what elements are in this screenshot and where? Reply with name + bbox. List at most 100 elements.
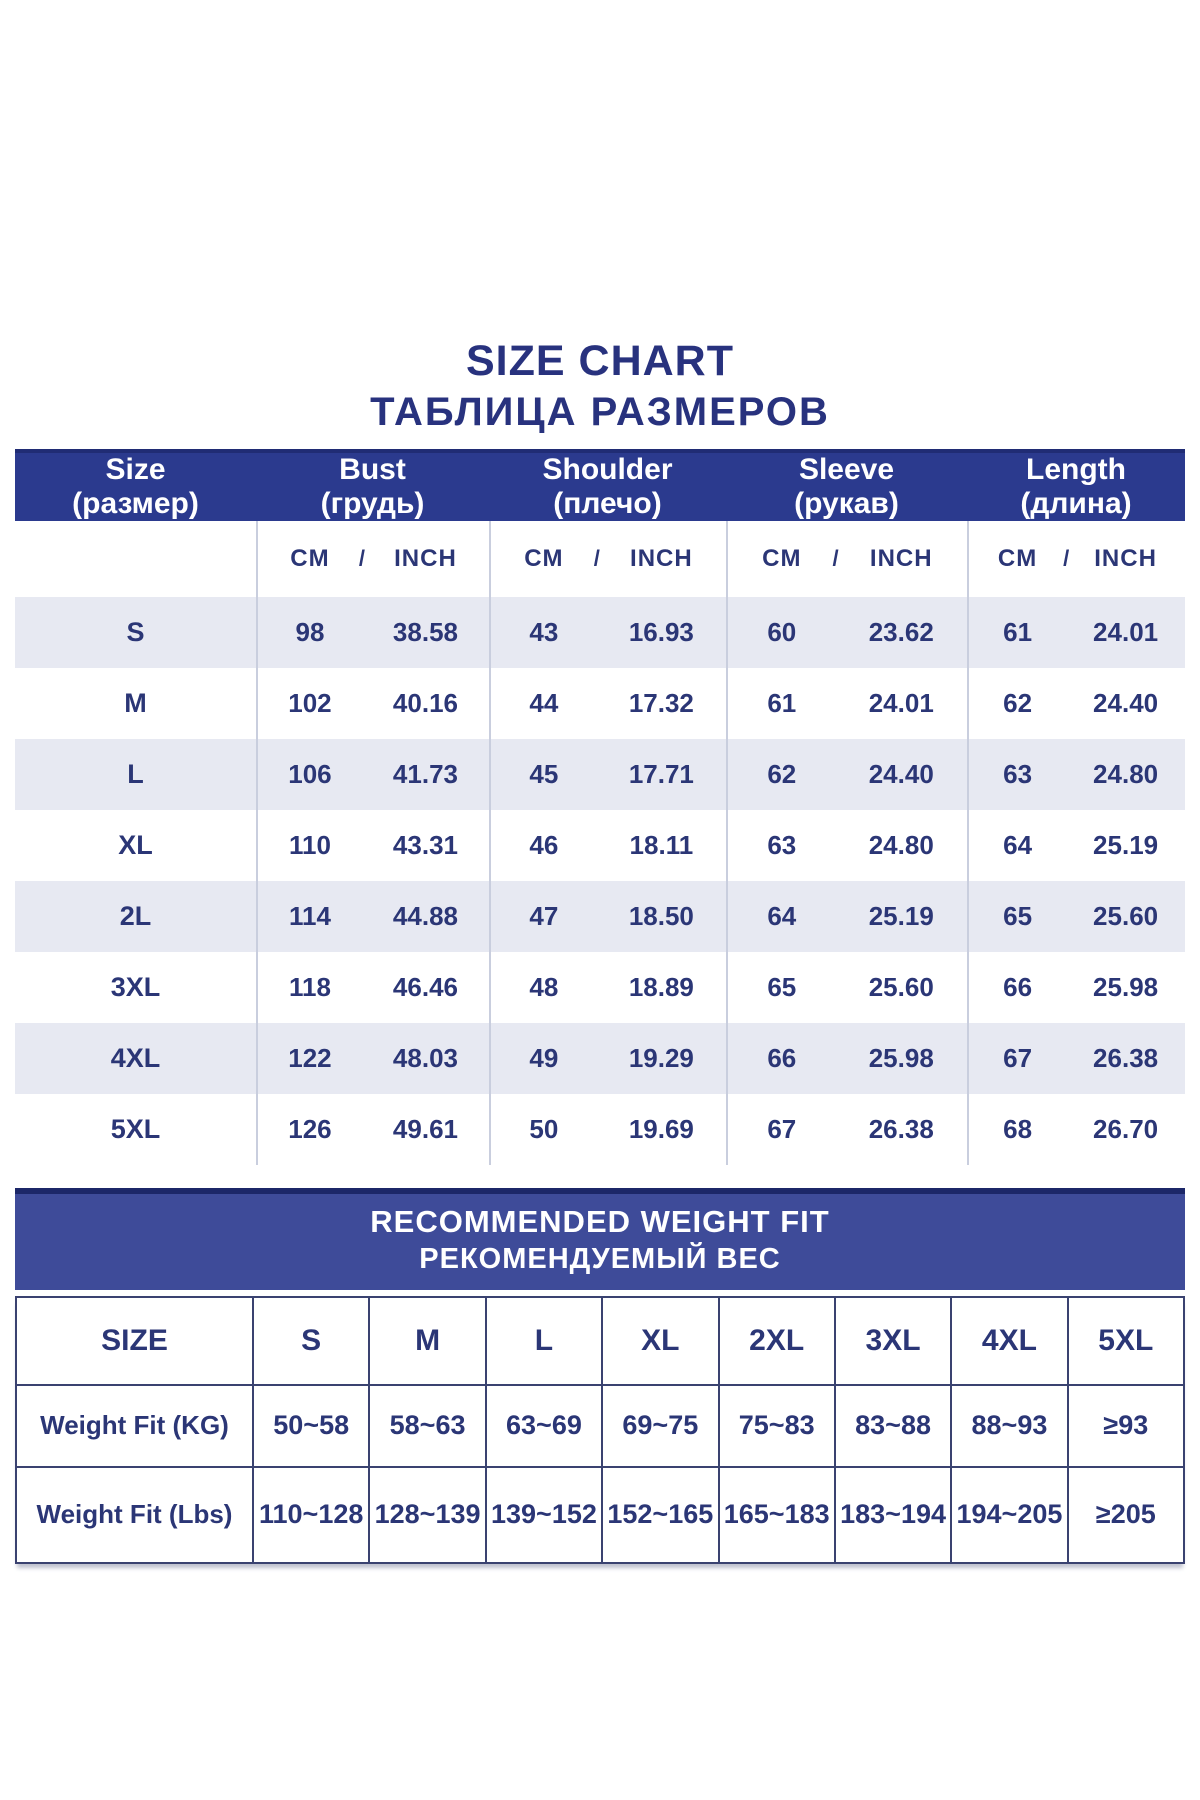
size-table: Size (размер) Bust (грудь) Shoulder (плечо) Sl…: [15, 449, 1185, 1165]
measure-group: 46 18.11: [489, 810, 726, 881]
value-cm: 66: [1003, 972, 1033, 1002]
weight-header-cell: S: [251, 1295, 371, 1386]
value-cm: 63: [767, 830, 797, 860]
value-inch: 24.01: [1093, 617, 1159, 647]
unit-divider: /: [593, 545, 600, 571]
measure-group: 47 18.50: [489, 881, 726, 952]
value-inch: 24.01: [868, 688, 934, 718]
column-label-en: Size: [105, 453, 166, 487]
value-cm: 110: [288, 830, 331, 860]
measure-group: 65 25.60: [726, 952, 967, 1023]
value-cm: 48: [529, 972, 559, 1002]
value-inch: 24.80: [868, 830, 934, 860]
size-table-row: XL 110 43.31 46 18.11 63 24.80 64 25.19: [15, 810, 1185, 881]
value-inch: 41.73: [392, 759, 458, 789]
value-cm: 44: [529, 688, 559, 718]
measure-group: 62 24.40: [967, 668, 1185, 739]
measure-group: 44 17.32: [489, 668, 726, 739]
value-inch: 26.38: [1093, 1043, 1159, 1073]
value-inch: 18.50: [628, 901, 694, 931]
measure-group: 60 23.62: [726, 597, 967, 668]
measure-group: 114 44.88: [256, 881, 489, 952]
unit-row-spacer: [15, 521, 256, 597]
weight-value: 75~83: [717, 1383, 836, 1468]
weight-value: 110~128: [251, 1465, 371, 1564]
measure-group: 50 19.69: [489, 1094, 726, 1165]
measure-group: 48 18.89: [489, 952, 726, 1023]
value-cm: 62: [767, 759, 797, 789]
weight-value: 139~152: [484, 1465, 604, 1564]
value-cm: 67: [1003, 1043, 1033, 1073]
size-table-column-header: Bust (грудь): [256, 453, 489, 520]
weight-value: 194~205: [950, 1465, 1069, 1564]
value-inch: 49.61: [392, 1114, 458, 1144]
size-table-column-header: Shoulder (плечо): [489, 453, 726, 520]
value-inch: 19.29: [628, 1043, 694, 1073]
weight-value: 69~75: [601, 1383, 720, 1468]
value-inch: 18.11: [629, 830, 694, 860]
value-cm: 106: [288, 759, 332, 789]
weight-table: SIZE S M L XL 2XL 3XL 4XL 5XL Weight Fit (KG) 50~…: [15, 1295, 1186, 1564]
weight-header-cell: 4XL: [950, 1295, 1069, 1386]
unit-inch-label: INCH: [869, 545, 933, 572]
unit-divider: /: [358, 545, 365, 571]
value-cm: 45: [529, 759, 559, 789]
weight-header-cell: XL: [601, 1295, 720, 1386]
weight-header-cell: L: [484, 1295, 604, 1386]
value-inch: 26.70: [1093, 1114, 1159, 1144]
weight-banner: RECOMMENDED WEIGHT FIT РЕКОМЕНДУЕМЫЙ ВЕС: [15, 1188, 1185, 1290]
measure-group: 66 25.98: [967, 952, 1185, 1023]
value-inch: 23.62: [868, 617, 934, 647]
weight-table-header-row: SIZE S M L XL 2XL 3XL 4XL 5XL: [15, 1295, 1186, 1386]
value-cm: 47: [529, 901, 559, 931]
size-table-row: M 102 40.16 44 17.32 61 24.01 62 24.40: [15, 668, 1185, 739]
value-inch: 44.88: [392, 901, 458, 931]
value-inch: 38.58: [392, 617, 458, 647]
measure-group: 43 16.93: [489, 597, 726, 668]
value-inch: 26.38: [868, 1114, 934, 1144]
weight-row-label: Weight Fit (Lbs): [15, 1465, 254, 1564]
measure-group: 110 43.31: [256, 810, 489, 881]
weight-header-cell: 3XL: [833, 1295, 953, 1386]
value-inch: 19.69: [628, 1114, 694, 1144]
weight-table-row: Weight Fit (Lbs) 110~128 128~139 139~152 152…: [15, 1465, 1186, 1564]
column-label-ru: (грудь): [320, 487, 425, 520]
value-inch: 48.03: [392, 1043, 458, 1073]
column-label-ru: (длина): [1020, 487, 1132, 520]
value-cm: 122: [288, 1043, 332, 1073]
column-label-ru: (размер): [72, 487, 199, 520]
size-label: 4XL: [110, 1043, 161, 1073]
measure-group: 118 46.46: [256, 952, 489, 1023]
value-cm: 63: [1003, 759, 1033, 789]
value-inch: 24.80: [1093, 759, 1159, 789]
value-cm: 114: [288, 901, 331, 931]
value-cm: 61: [767, 688, 797, 718]
column-label-en: Shoulder: [542, 453, 673, 487]
size-table-row: 3XL 118 46.46 48 18.89 65 25.60 66 25.98: [15, 952, 1185, 1023]
measure-group: 98 38.58: [256, 597, 489, 668]
page-title: SIZE CHART: [466, 337, 734, 385]
size-table-row: S 98 38.58 43 16.93 60 23.62 61 24.01: [15, 597, 1185, 668]
weight-header-cell: 2XL: [717, 1295, 836, 1386]
size-label: 5XL: [110, 1114, 161, 1144]
banner-title-ru: РЕКОМЕНДУЕМЫЙ ВЕС: [419, 1243, 781, 1276]
size-label: 3XL: [110, 972, 161, 1002]
unit-cm-label: CM: [524, 545, 564, 572]
unit-header-group: CM INCH /: [256, 521, 489, 597]
unit-divider: /: [832, 545, 839, 571]
weight-value: 83~88: [833, 1383, 953, 1468]
value-inch: 25.60: [868, 972, 934, 1002]
measure-group: 61 24.01: [726, 668, 967, 739]
measure-group: 63 24.80: [967, 739, 1185, 810]
size-table-column-header: Sleeve (рукав): [726, 453, 967, 520]
value-inch: 25.98: [1093, 972, 1159, 1002]
value-cm: 43: [529, 617, 559, 647]
measure-group: 45 17.71: [489, 739, 726, 810]
size-table-column-header: Length (длина): [967, 453, 1185, 520]
value-cm: 126: [288, 1114, 332, 1144]
value-inch: 17.32: [628, 688, 694, 718]
measure-group: 49 19.29: [489, 1023, 726, 1094]
size-label: 2L: [119, 901, 152, 931]
weight-value: ≥93: [1066, 1383, 1186, 1468]
value-inch: 18.89: [628, 972, 694, 1002]
